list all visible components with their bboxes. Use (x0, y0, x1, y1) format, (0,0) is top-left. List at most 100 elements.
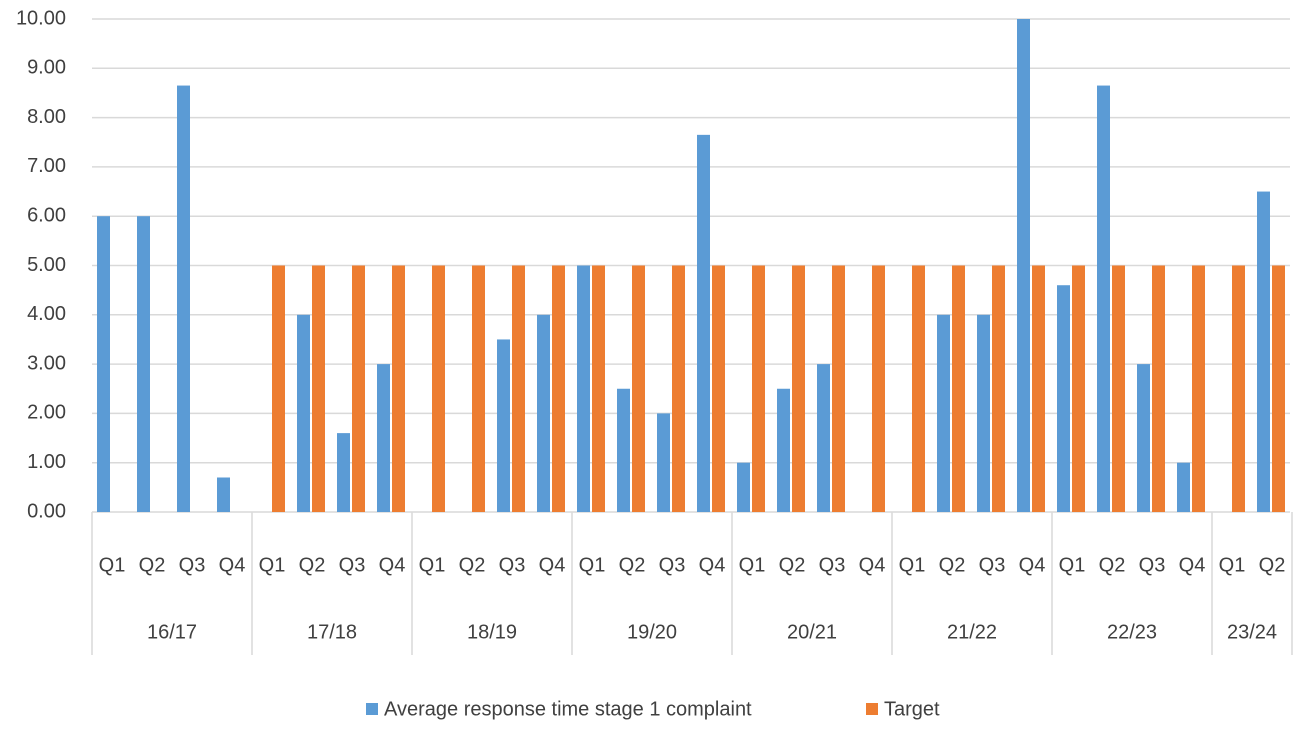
bar (657, 413, 670, 512)
y-tick-label: 2.00 (27, 402, 66, 424)
bar (1017, 19, 1030, 512)
group-label: 16/17 (147, 621, 197, 643)
bar (1152, 265, 1165, 512)
bar (672, 265, 685, 512)
bar (1257, 191, 1270, 513)
y-tick-label: 10.00 (16, 7, 66, 29)
bar (1112, 265, 1125, 512)
x-tick-label: Q3 (179, 554, 206, 576)
group-label: 19/20 (627, 621, 677, 643)
bar (817, 364, 830, 512)
bar (1032, 265, 1045, 512)
bar (177, 85, 190, 513)
bar (937, 314, 950, 512)
bar (697, 134, 710, 513)
x-tick-label: Q1 (1219, 554, 1246, 576)
bar (992, 265, 1005, 512)
x-tick-label: Q1 (1059, 554, 1086, 576)
bar (872, 265, 885, 512)
bar (912, 265, 925, 512)
x-tick-label: Q4 (379, 554, 406, 576)
x-tick-label: Q2 (939, 554, 966, 576)
bar (1272, 265, 1285, 512)
x-tick-label: Q1 (419, 554, 446, 576)
group-label: 18/19 (467, 621, 517, 643)
bar (1192, 265, 1205, 512)
x-tick-label: Q3 (979, 554, 1006, 576)
bar (337, 433, 350, 512)
bar (792, 265, 805, 512)
bar (1137, 364, 1150, 512)
bar (1177, 462, 1190, 512)
bar (1097, 85, 1110, 513)
y-tick-label: 1.00 (27, 451, 66, 473)
x-tick-label: Q3 (659, 554, 686, 576)
bar (392, 265, 405, 512)
y-tick-label: 4.00 (27, 303, 66, 325)
bar (297, 314, 310, 512)
x-tick-label: Q4 (219, 554, 246, 576)
bar (1057, 285, 1070, 512)
x-tick-label: Q1 (739, 554, 766, 576)
y-tick-label: 5.00 (27, 254, 66, 276)
bar (377, 364, 390, 512)
x-tick-label: Q3 (819, 554, 846, 576)
legend-label: Average response time stage 1 complaint (384, 698, 752, 720)
bar (977, 314, 990, 512)
bar (552, 265, 565, 512)
bar (272, 265, 285, 512)
bar (512, 265, 525, 512)
legend-swatch (366, 703, 378, 715)
y-tick-label: 0.00 (27, 500, 66, 522)
y-tick-label: 9.00 (27, 57, 66, 79)
x-tick-label: Q4 (1179, 554, 1206, 576)
y-tick-label: 6.00 (27, 204, 66, 226)
legend-label: Target (884, 698, 940, 720)
x-tick-label: Q2 (619, 554, 646, 576)
bar (592, 265, 605, 512)
x-tick-label: Q1 (99, 554, 126, 576)
group-label: 17/18 (307, 621, 357, 643)
x-tick-label: Q4 (699, 554, 726, 576)
x-tick-label: Q4 (1019, 554, 1046, 576)
group-label: 21/22 (947, 621, 997, 643)
bar (352, 265, 365, 512)
legend-swatch (866, 703, 878, 715)
x-tick-label: Q3 (499, 554, 526, 576)
x-tick-label: Q2 (299, 554, 326, 576)
x-tick-label: Q4 (539, 554, 566, 576)
bar (577, 265, 590, 512)
bar (97, 216, 110, 512)
y-tick-label: 3.00 (27, 352, 66, 374)
bar (217, 477, 230, 512)
x-tick-label: Q1 (579, 554, 606, 576)
group-label: 23/24 (1227, 621, 1277, 643)
x-tick-label: Q1 (259, 554, 286, 576)
x-tick-label: Q2 (779, 554, 806, 576)
bar (312, 265, 325, 512)
bar (472, 265, 485, 512)
bar (497, 339, 510, 512)
bar (632, 265, 645, 512)
group-label: 20/21 (787, 621, 837, 643)
bar (537, 314, 550, 512)
x-tick-label: Q2 (459, 554, 486, 576)
group-label: 22/23 (1107, 621, 1157, 643)
bar (952, 265, 965, 512)
bar (432, 265, 445, 512)
bar (712, 265, 725, 512)
x-tick-label: Q3 (1139, 554, 1166, 576)
x-tick-label: Q2 (139, 554, 166, 576)
y-tick-label: 7.00 (27, 155, 66, 177)
bar (1232, 265, 1245, 512)
x-tick-label: Q1 (899, 554, 926, 576)
bar (737, 462, 750, 512)
bar (617, 388, 630, 512)
x-tick-label: Q3 (339, 554, 366, 576)
bar (777, 388, 790, 512)
x-tick-label: Q4 (859, 554, 886, 576)
y-tick-label: 8.00 (27, 106, 66, 128)
bar (832, 265, 845, 512)
x-tick-label: Q2 (1099, 554, 1126, 576)
bar (1072, 265, 1085, 512)
